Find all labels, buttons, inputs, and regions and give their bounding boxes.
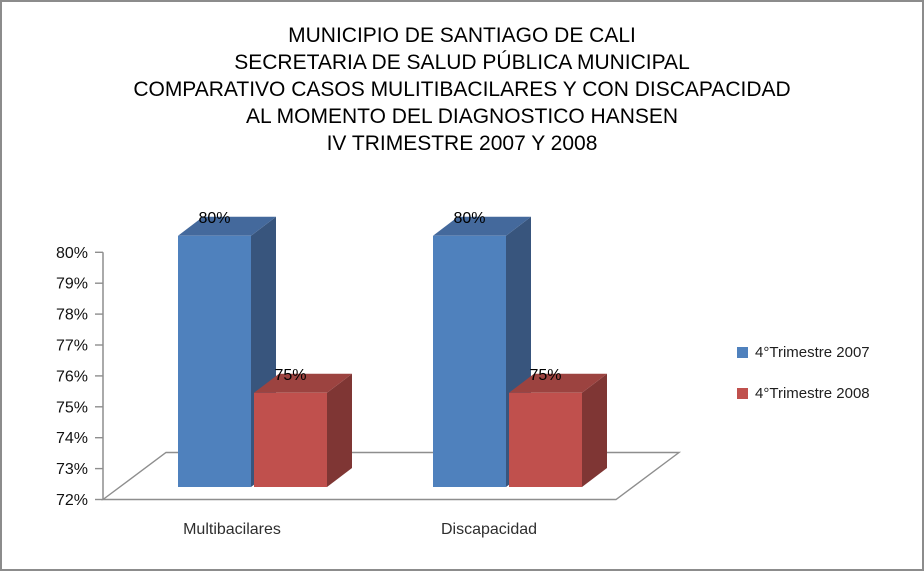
data-label-4-trimestre-2008-multibacilares: 75% bbox=[274, 367, 306, 384]
bar-4-trimestre-2008-multibacilares-top bbox=[254, 373, 352, 393]
chart-floor bbox=[100, 451, 682, 501]
bar-4-trimestre-2008-multibacilares-side bbox=[327, 373, 352, 487]
chart-title-line-2: SECRETARIA DE SALUD PÚBLICA MUNICIPAL bbox=[234, 51, 690, 74]
y-tick-label-77: 77% bbox=[56, 338, 88, 355]
data-label-4-trimestre-2007-discapacidad: 80% bbox=[453, 210, 485, 227]
chart-title-line-5: IV TRIMESTRE 2007 Y 2008 bbox=[326, 132, 598, 155]
legend-swatch-2007 bbox=[737, 347, 748, 358]
bar-4-trimestre-2008-discapacidad-side bbox=[582, 373, 607, 487]
chart-title-line-1: MUNICIPIO DE SANTIAGO DE CALI bbox=[288, 24, 636, 47]
y-tick-label-80: 80% bbox=[56, 245, 88, 262]
data-label-4-trimestre-2008-discapacidad: 75% bbox=[529, 367, 561, 384]
bar-4-trimestre-2008-multibacilares bbox=[254, 392, 327, 487]
category-label-multibacilares: Multibacilares bbox=[183, 521, 281, 538]
legend-item-2007: 4°Trimestre 2007 bbox=[737, 344, 870, 361]
bar-4-trimestre-2008-discapacidad bbox=[509, 392, 582, 487]
y-tick-label-75: 75% bbox=[56, 399, 88, 416]
bar-4-trimestre-2008-discapacidad-top bbox=[509, 373, 607, 393]
y-tick-label-78: 78% bbox=[56, 307, 88, 324]
legend-swatch-2008 bbox=[737, 388, 748, 399]
legend-label-2007: 4°Trimestre 2007 bbox=[755, 344, 870, 361]
chart-title-line-4: AL MOMENTO DEL DIAGNOSTICO HANSEN bbox=[245, 105, 679, 128]
legend: 4°Trimestre 2007 4°Trimestre 2008 bbox=[737, 344, 870, 402]
y-tick-label-74: 74% bbox=[56, 430, 88, 447]
y-tick-label-76: 76% bbox=[56, 368, 88, 385]
data-label-4-trimestre-2007-multibacilares: 80% bbox=[198, 210, 230, 227]
bar-4-trimestre-2007-discapacidad-top bbox=[433, 216, 531, 236]
chart-title-line-3: COMPARATIVO CASOS MULITIBACILARES Y CON … bbox=[133, 78, 791, 101]
y-tick-label-73: 73% bbox=[56, 461, 88, 478]
category-label-discapacidad: Discapacidad bbox=[440, 521, 538, 538]
bar-4-trimestre-2007-discapacidad bbox=[433, 235, 506, 487]
bar-4-trimestre-2007-multibacilares bbox=[178, 235, 251, 487]
legend-item-2008: 4°Trimestre 2008 bbox=[737, 385, 870, 402]
y-tick-label-79: 79% bbox=[56, 276, 88, 293]
chart-title: MUNICIPIO DE SANTIAGO DE CALI SECRETARIA… bbox=[0, 22, 924, 157]
bar-4-trimestre-2007-multibacilares-top bbox=[178, 216, 276, 236]
legend-label-2008: 4°Trimestre 2008 bbox=[755, 385, 870, 402]
y-tick-label-72: 72% bbox=[56, 492, 88, 509]
